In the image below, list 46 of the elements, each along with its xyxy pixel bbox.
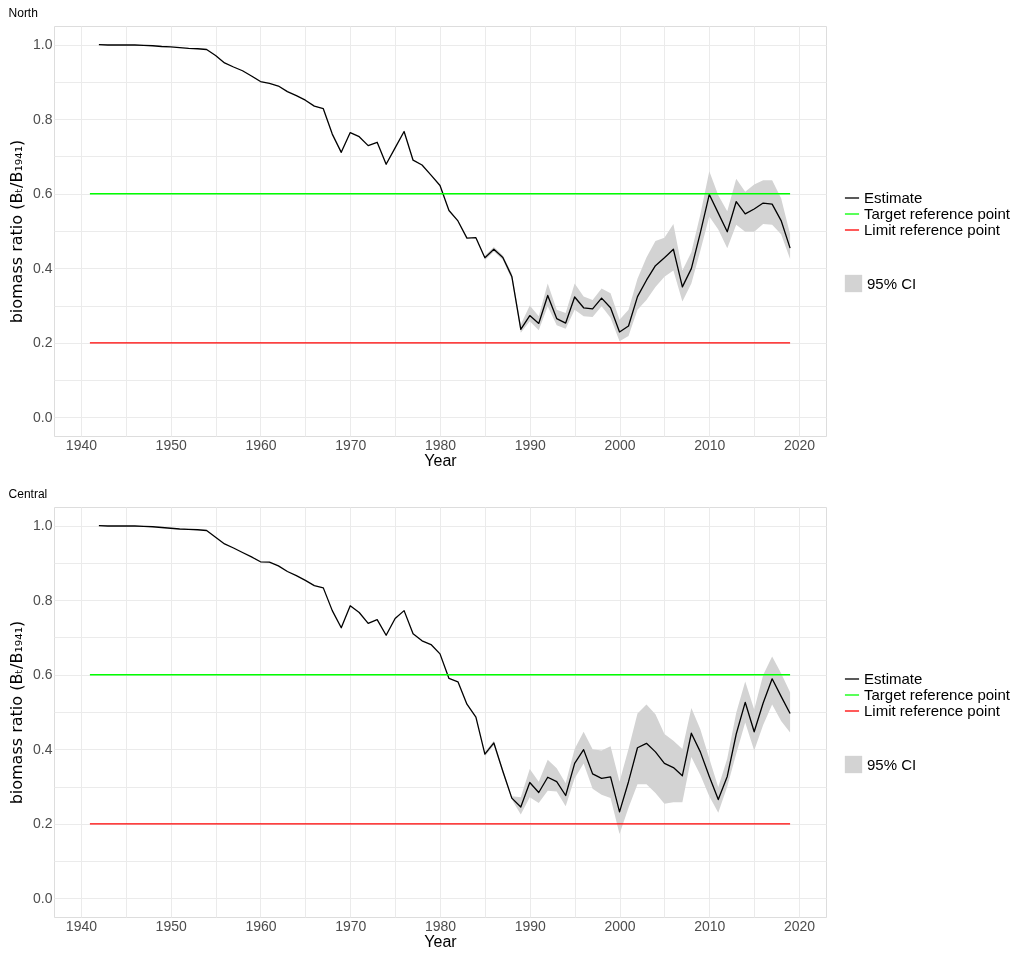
x-tick-label: 2000 xyxy=(604,917,636,934)
x-tick-label: 1980 xyxy=(424,917,457,934)
x-axis-title: Year xyxy=(424,932,458,950)
y-tick-label: 0.6 xyxy=(33,666,53,683)
legend-label: Limit reference point xyxy=(864,221,1001,238)
x-tick-label: 1990 xyxy=(514,436,547,453)
x-tick-label: 2000 xyxy=(604,436,636,453)
x-tick-label: 2020 xyxy=(783,436,816,453)
legend-label: Target reference point xyxy=(864,205,1011,222)
y-tick-label: 0.2 xyxy=(33,334,53,351)
legend-label: Estimate xyxy=(864,189,923,206)
y-tick-label: 1.0 xyxy=(33,517,53,534)
y-tick-label: 1.0 xyxy=(33,36,53,53)
x-tick-label: 1990 xyxy=(514,917,547,934)
x-tick-label: 1950 xyxy=(155,917,187,934)
x-tick-label: 1940 xyxy=(65,917,98,934)
legend-label: Target reference point xyxy=(864,686,1011,703)
x-tick-label: 2010 xyxy=(694,436,726,453)
y-tick-label: 0.8 xyxy=(33,110,53,127)
y-axis-title: biomass ratio (Bₜ/B₁₉₄₁) xyxy=(7,620,27,805)
x-tick-label: 1950 xyxy=(155,436,187,453)
x-axis-title: Year xyxy=(424,451,458,469)
chart-title: North xyxy=(8,6,38,20)
y-tick-label: 0.4 xyxy=(33,740,53,757)
legend-label: Estimate xyxy=(864,670,923,687)
x-tick-label: 1980 xyxy=(424,436,457,453)
y-tick-label: 0.4 xyxy=(33,259,53,276)
x-tick-label: 2020 xyxy=(783,917,816,934)
legend-label: 95% CI xyxy=(867,755,917,773)
line-series xyxy=(98,524,791,813)
line-series xyxy=(98,43,791,333)
legend-label: Limit reference point xyxy=(864,702,1001,719)
legend-label: 95% CI xyxy=(867,274,917,292)
y-tick-label: 0.6 xyxy=(33,185,53,202)
y-tick-label: 0.0 xyxy=(33,889,53,906)
x-tick-label: 1960 xyxy=(245,917,277,934)
x-tick-label: 2010 xyxy=(694,917,726,934)
x-tick-label: 1940 xyxy=(65,436,98,453)
y-tick-label: 0.0 xyxy=(33,408,53,425)
y-tick-label: 0.8 xyxy=(33,591,53,608)
y-tick-label: 0.2 xyxy=(33,815,53,832)
x-tick-label: 1960 xyxy=(245,436,277,453)
chart-title: Central xyxy=(8,487,48,501)
y-axis-title: biomass ratio (Bₜ/B₁₉₄₁) xyxy=(7,139,27,324)
x-tick-label: 1970 xyxy=(335,436,367,453)
x-tick-label: 1970 xyxy=(335,917,367,934)
